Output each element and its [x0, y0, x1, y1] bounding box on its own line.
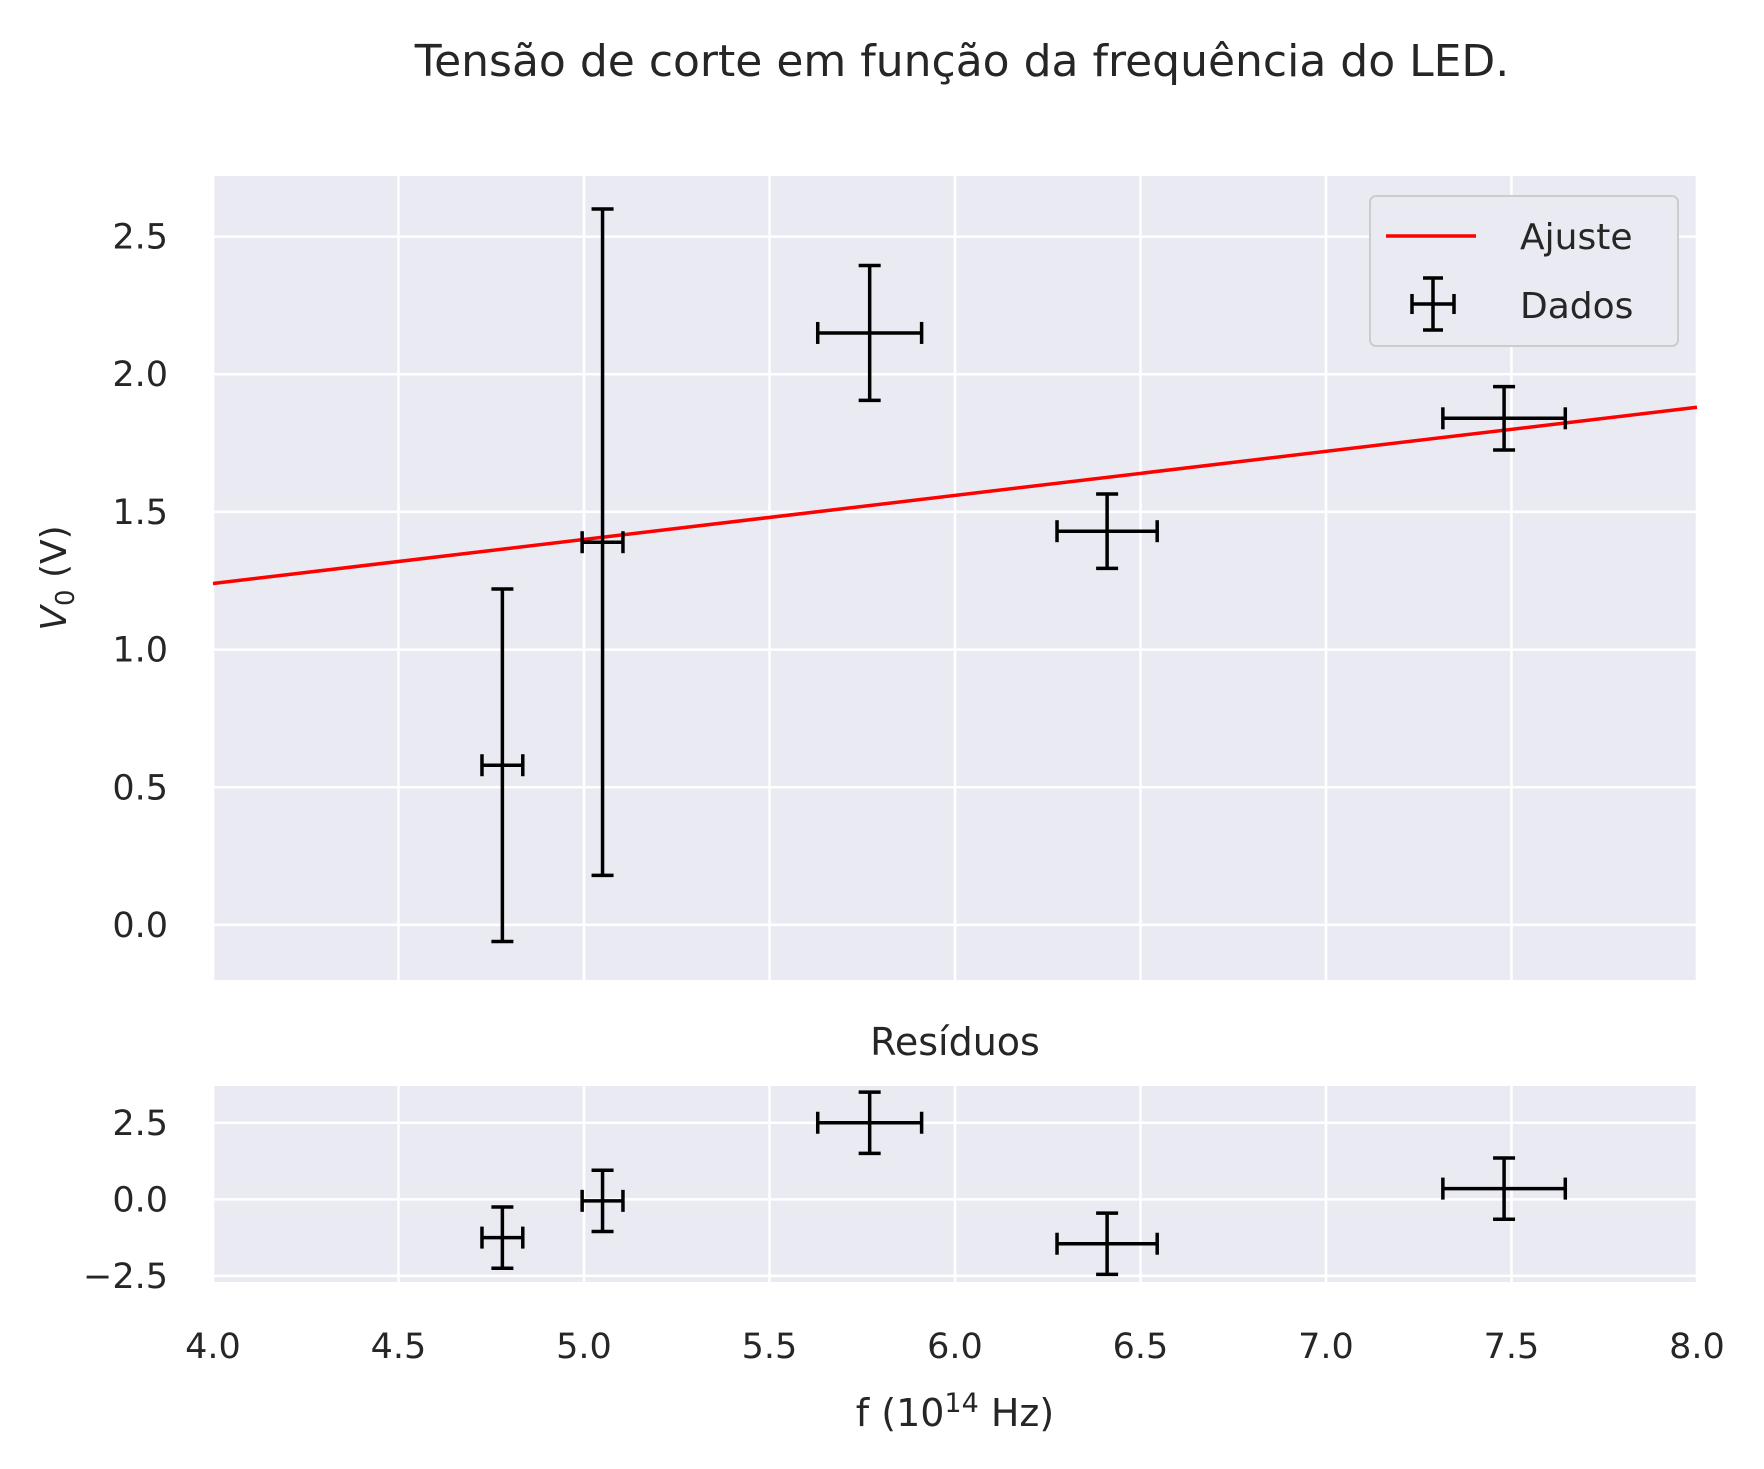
data-point — [580, 1168, 625, 1234]
x-tick-label: 8.0 — [1669, 1327, 1725, 1367]
data-point — [1055, 492, 1159, 571]
data-point — [480, 1205, 525, 1270]
x-tick-label: 6.0 — [927, 1327, 983, 1367]
y-tick-label: −2.5 — [83, 1257, 168, 1297]
x-tick-label: 7.0 — [1298, 1327, 1354, 1367]
residuals-title: Resíduos — [870, 1020, 1040, 1064]
main-y-axis-label: V0 (V) — [34, 525, 81, 630]
x-tick-label: 4.5 — [371, 1327, 427, 1367]
residuals-data-points — [480, 1090, 1568, 1277]
y-tick-label: 2.5 — [112, 218, 168, 258]
fit-line-group — [212, 405, 1698, 586]
main-y-tick-labels: 0.0 0.5 1.0 1.5 2.0 2.5 — [112, 218, 168, 946]
main-data-points — [480, 207, 1568, 944]
data-point — [1441, 1156, 1568, 1221]
residuals-y-tick-labels: −2.5 0.0 2.5 — [83, 1104, 168, 1297]
legend: Ajuste Dados — [1369, 195, 1679, 347]
residuals-panel: Resíduos −2.5 0.0 2.5 4.0 4.5 5.0 5.5 6.0 6.5 7.… — [83, 1020, 1725, 1435]
x-tick-label: 6.5 — [1113, 1327, 1169, 1367]
data-point — [815, 263, 924, 403]
data-point — [1441, 384, 1568, 452]
x-tick-label: 5.5 — [742, 1327, 798, 1367]
legend-fit-label: Ajuste — [1520, 217, 1632, 258]
x-tick-label: 4.0 — [185, 1327, 241, 1367]
y-tick-label: 0.0 — [112, 906, 168, 946]
y-tick-label: 1.5 — [112, 493, 168, 533]
data-point — [480, 587, 525, 944]
legend-data-swatch — [1410, 276, 1456, 332]
data-point — [580, 207, 625, 878]
y-tick-label: 0.0 — [112, 1180, 168, 1220]
y-tick-label: 2.5 — [112, 1104, 168, 1144]
y-tick-label: 2.0 — [112, 355, 168, 395]
y-tick-label: 0.5 — [112, 768, 168, 808]
fit-line — [212, 405, 1698, 586]
residuals-grid — [211, 1086, 1699, 1282]
x-tick-labels: 4.0 4.5 5.0 5.5 6.0 6.5 7.0 7.5 8.0 — [185, 1327, 1725, 1367]
chart-title: Tensão de corte em função da frequência … — [414, 36, 1510, 87]
x-axis-label: f (1014 Hz) — [856, 1388, 1054, 1435]
data-point — [815, 1090, 924, 1156]
x-tick-label: 5.0 — [556, 1327, 612, 1367]
main-panel: 0.0 0.5 1.0 1.5 2.0 2.5 V0 (V) Ajuste Dados — [34, 176, 1699, 980]
legend-frame — [1369, 195, 1679, 347]
legend-data-label: Dados — [1520, 286, 1633, 327]
x-tick-label: 7.5 — [1484, 1327, 1540, 1367]
data-point — [1055, 1211, 1159, 1277]
y-tick-label: 1.0 — [112, 631, 168, 671]
